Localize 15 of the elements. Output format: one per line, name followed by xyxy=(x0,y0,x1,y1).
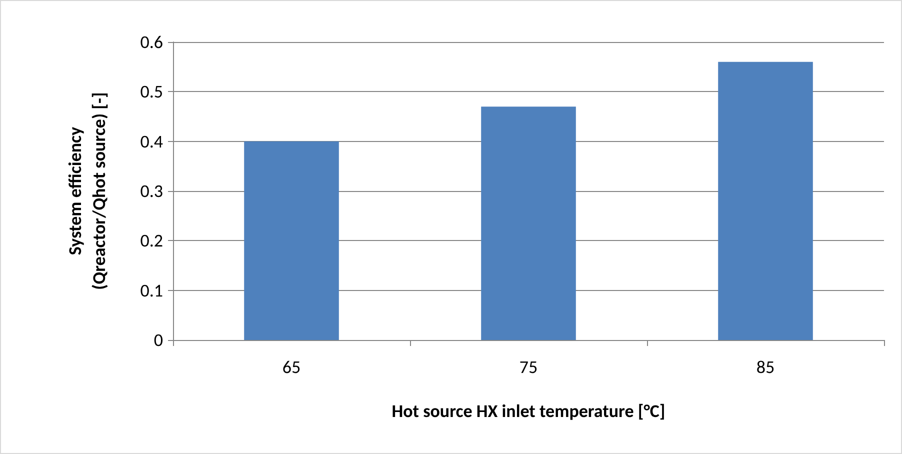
x-axis-title: Hot source HX inlet temperature [°C] xyxy=(392,400,666,422)
y-tick-label: 0.4 xyxy=(140,130,163,152)
bar xyxy=(244,141,339,340)
y-axis-title: System efficiency (Qreactor/Qhot source) [-] xyxy=(64,92,110,290)
y-tick-label: 0.3 xyxy=(140,180,163,202)
bar xyxy=(718,62,813,340)
y-tick-label: 0.2 xyxy=(140,230,163,252)
x-tick-label: 65 xyxy=(282,356,301,378)
y-tick-label: 0.5 xyxy=(140,80,163,103)
x-tick-label: 75 xyxy=(519,356,538,378)
x-tick-label: 85 xyxy=(756,356,775,378)
y-tick-label: 0.6 xyxy=(140,31,163,53)
y-tick-label: 0.1 xyxy=(140,279,163,302)
bar xyxy=(481,106,576,340)
y-tick-label: 0 xyxy=(154,329,163,351)
